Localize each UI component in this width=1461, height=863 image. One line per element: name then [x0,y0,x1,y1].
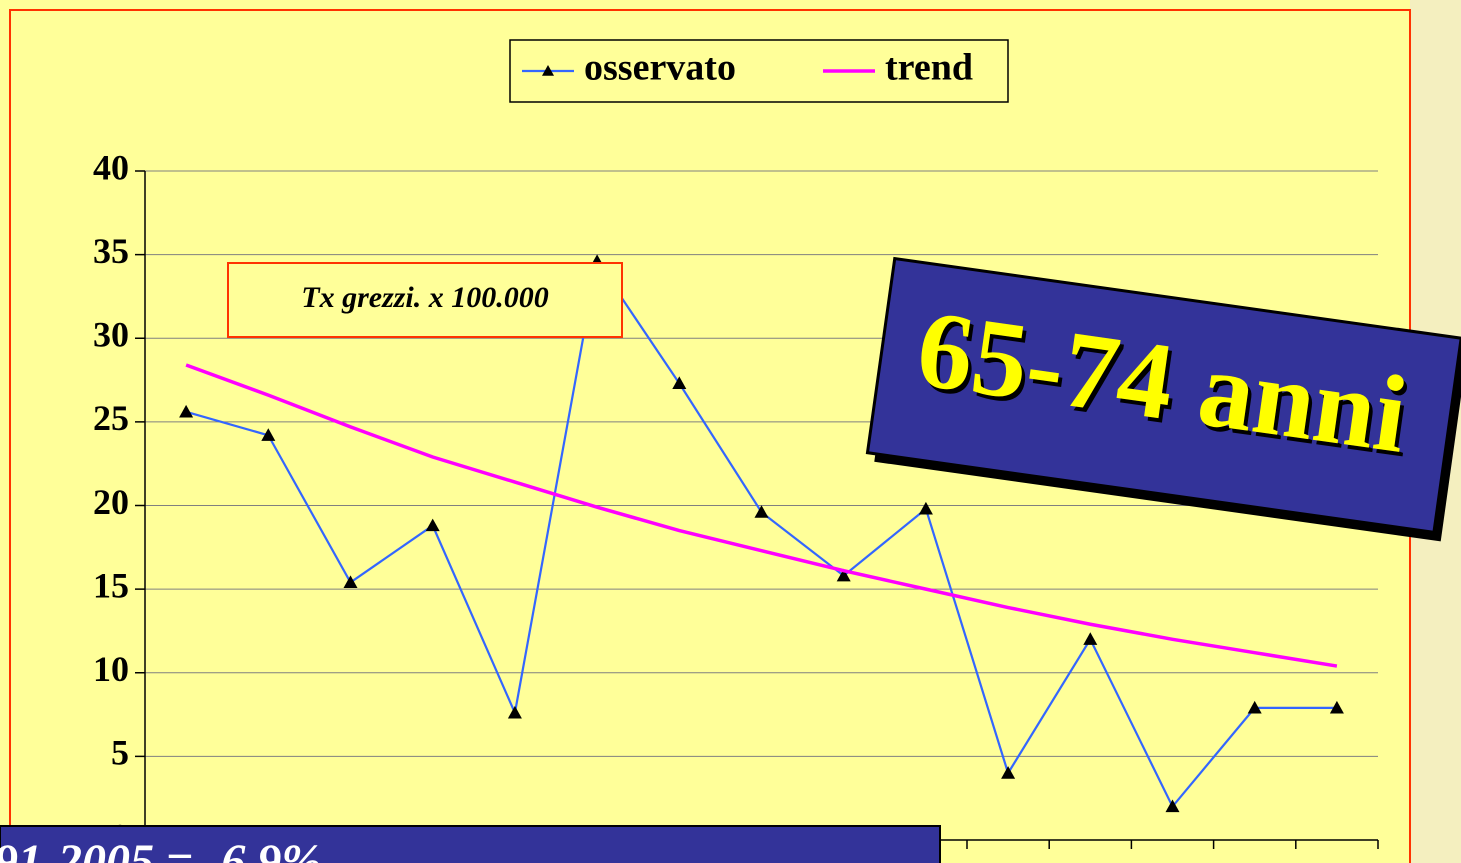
marker [1083,632,1098,645]
y-tick-label: 35 [93,231,129,271]
marker [836,568,851,582]
footer-note: 91-2005 = -6,9% [0,835,321,863]
marker [343,575,358,589]
marker [261,428,276,441]
series-line [185,363,1338,668]
annotation-box [227,262,623,338]
y-tick-label: 10 [93,649,129,689]
y-tick-label: 40 [93,147,129,187]
y-tick-label: 25 [93,398,129,438]
marker [425,518,440,532]
legend-marker [542,65,554,76]
legend-label: osservato [584,47,736,89]
legend-box [509,39,1009,103]
marker [918,501,933,515]
series [179,254,1344,813]
badge-box [865,256,1461,535]
legend-label: trend [885,47,973,89]
marker [672,376,687,390]
marker [1165,799,1180,813]
footer-box [0,825,941,863]
marker [1329,700,1344,714]
marker [507,705,522,719]
marker [754,505,769,518]
marker [179,404,194,418]
y-tick-label: 5 [111,733,129,773]
marker [1001,766,1016,779]
y-tick-label: 15 [93,565,129,605]
y-tick-label: 20 [93,482,129,522]
annotation: Tx grezzi. x 100.000 [301,281,549,314]
marker [1247,700,1262,714]
y-tick-label: 30 [93,315,129,355]
